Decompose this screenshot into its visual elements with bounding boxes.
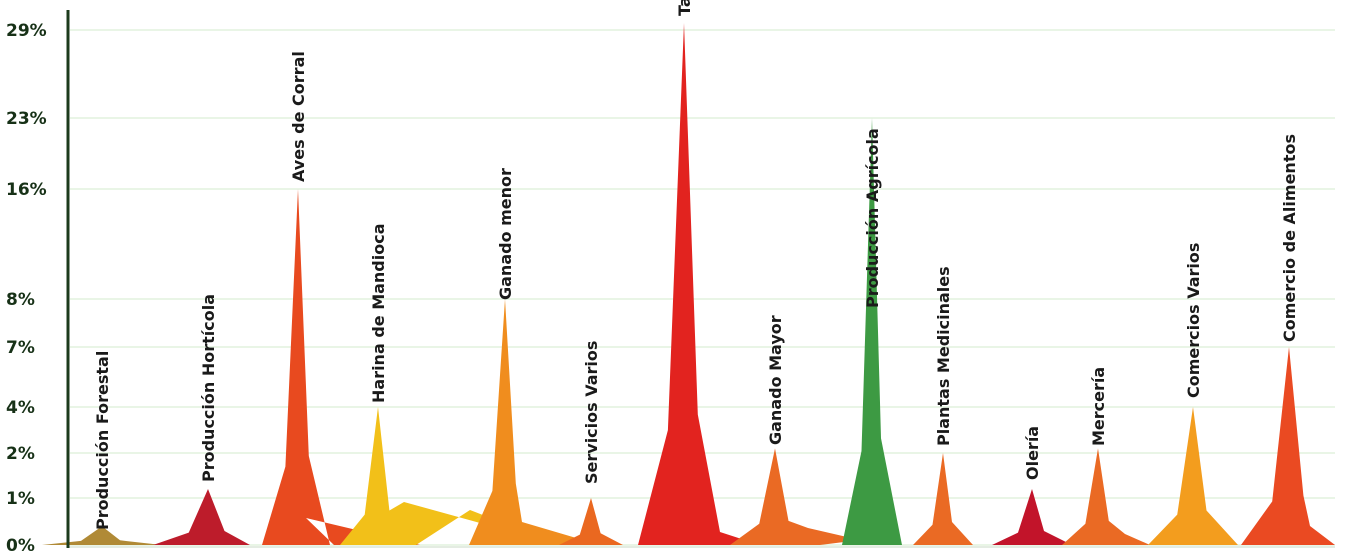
category-label: Servicios Varios — [582, 341, 601, 484]
category-label: Producción Hortícola — [199, 294, 218, 482]
category-label: Plantas Medicinales — [934, 266, 953, 446]
peak-2 — [262, 189, 420, 545]
peak-9 — [913, 453, 973, 545]
y-tick-label: 8% — [6, 290, 35, 310]
y-tick-label: 16% — [6, 180, 47, 200]
peak-12 — [1148, 407, 1238, 545]
category-label: Comercios Varios — [1184, 243, 1203, 398]
y-tick-label: 1% — [6, 489, 35, 509]
category-label: Harina de Mandioca — [369, 223, 388, 403]
peak-0 — [42, 526, 162, 545]
category-labels: Producción Forestal Producción Hortícola A… — [93, 0, 1299, 530]
peak-8 — [842, 118, 902, 545]
category-label: Producción Agrícola — [863, 128, 882, 308]
peak-3 — [340, 407, 560, 545]
area-peaks — [42, 23, 1337, 545]
y-tick-label: 29% — [6, 21, 47, 41]
category-label: Comercio de Alimentos — [1280, 134, 1299, 342]
peak-7 — [730, 448, 860, 545]
peak-5 — [559, 498, 623, 545]
category-label: Olería — [1023, 426, 1042, 480]
y-tick-label: 2% — [6, 444, 35, 464]
y-tick-label: 23% — [6, 109, 47, 129]
peak-10 — [992, 489, 1072, 545]
y-tick-label: 7% — [6, 338, 35, 358]
category-label: Ganado Mayor — [766, 315, 785, 445]
y-tick-label: 0% — [6, 536, 35, 553]
y-axis: 0% 1% 2% 4% 7% 8% 16% 23% 29% — [6, 10, 70, 553]
category-label: Mercería — [1089, 367, 1108, 446]
category-label: Aves de Corral — [289, 51, 308, 182]
peak-1 — [153, 489, 300, 545]
peak-13 — [1241, 347, 1337, 545]
y-tick-label: 4% — [6, 398, 35, 418]
category-label: Tambo — [675, 0, 694, 16]
peak-6 — [638, 23, 760, 545]
peak-4 — [469, 299, 600, 545]
peak-11 — [1062, 448, 1150, 545]
category-label: Ganado menor — [496, 168, 515, 300]
category-label: Producción Forestal — [93, 351, 112, 530]
